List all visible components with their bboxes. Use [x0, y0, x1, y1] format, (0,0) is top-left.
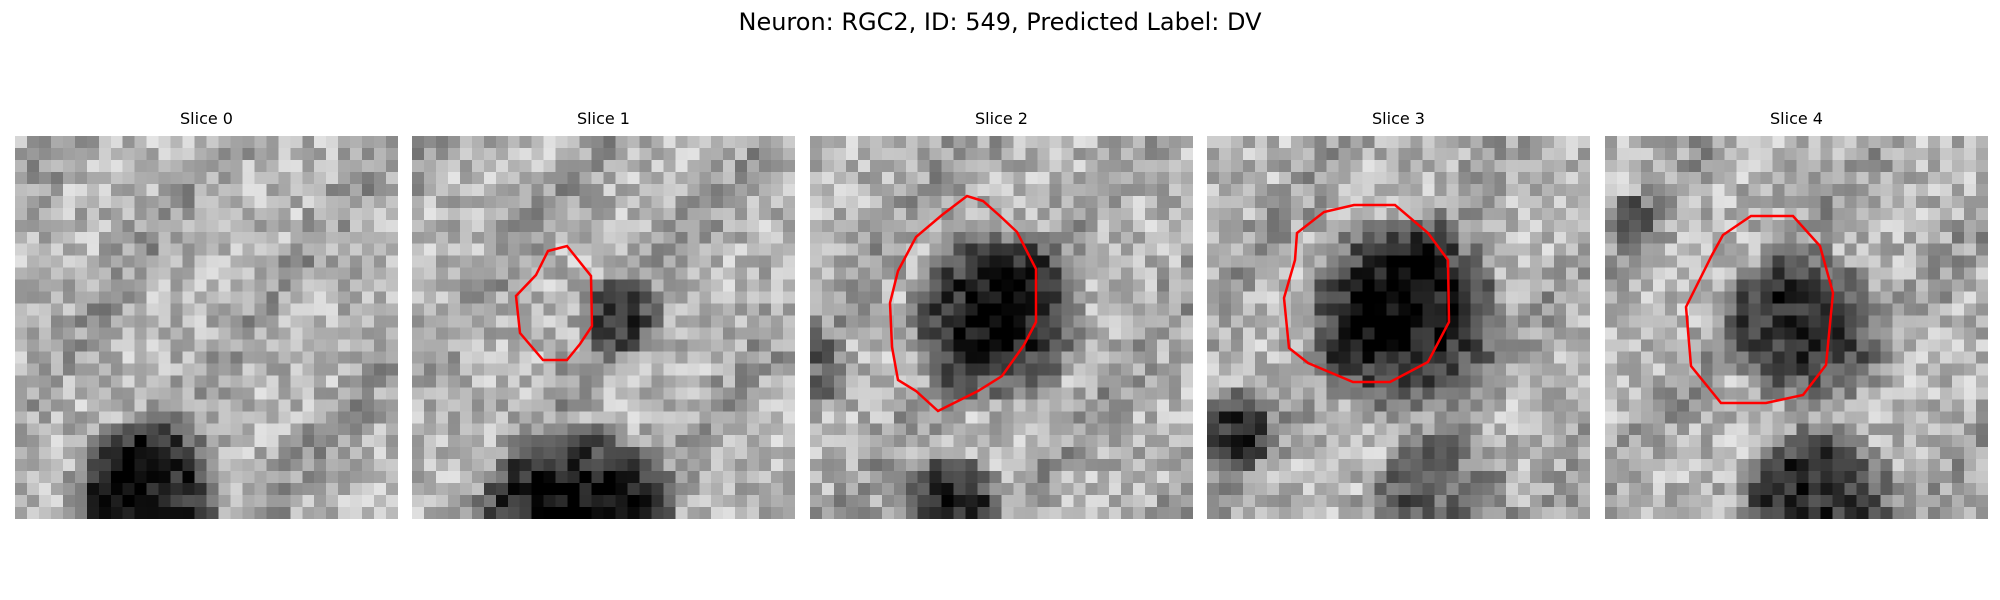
slice-title: Slice 0 — [180, 109, 233, 128]
slice-title: Slice 4 — [1770, 109, 1823, 128]
slice-image — [15, 136, 398, 519]
roi-contour — [1282, 203, 1451, 384]
slice-image — [412, 136, 795, 519]
roi-contour-outline — [514, 244, 594, 362]
slice-panel-1: Slice 1 — [412, 108, 795, 519]
slice-image — [1207, 136, 1590, 519]
slice-title: Slice 1 — [577, 109, 630, 128]
roi-contour-outline — [888, 194, 1038, 413]
roi-contour-outline — [1282, 203, 1451, 384]
slice-title: Slice 3 — [1372, 109, 1425, 128]
roi-contour — [888, 194, 1038, 413]
slice-panel-0: Slice 0 — [15, 108, 398, 519]
slice-title: Slice 2 — [975, 109, 1028, 128]
figure-title: Neuron: RGC2, ID: 549, Predicted Label: … — [738, 8, 1262, 36]
slice-panel-3: Slice 3 — [1207, 108, 1590, 519]
slice-image — [1605, 136, 1988, 519]
slice-panel-4: Slice 4 — [1605, 108, 1988, 519]
roi-contour — [514, 244, 594, 362]
slice-panel-2: Slice 2 — [810, 108, 1193, 519]
slice-image — [810, 136, 1193, 519]
roi-contour — [1684, 214, 1835, 405]
roi-contour-outline — [1684, 214, 1835, 405]
